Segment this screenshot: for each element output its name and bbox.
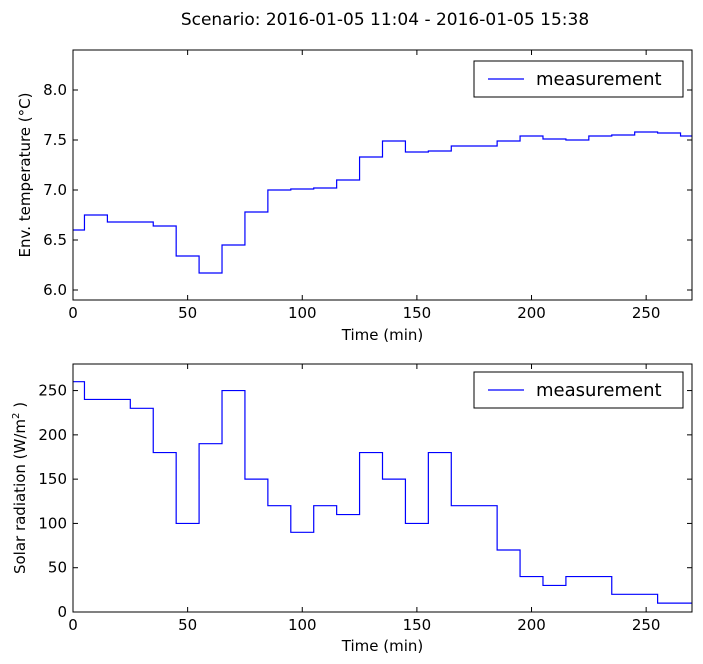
series-line-measurement [73, 381, 692, 604]
plot-frame [72, 49, 693, 301]
x-tick-label: 50 [178, 304, 197, 322]
y-tick-label: 8.0 [43, 81, 67, 99]
figure-title: Scenario: 2016-01-05 11:04 - 2016-01-05 … [181, 10, 589, 30]
y-axis-label-close: ) [16, 93, 34, 99]
x-tick-label: 200 [517, 616, 546, 634]
plot-frame [72, 363, 693, 613]
x-axis-label: Time (min) [341, 637, 423, 655]
solar-radiation-chart: 0 50 100 150 200 250 0 50 100 150 200 250 Time (min)… [11, 363, 693, 655]
x-tick-label: 0 [68, 616, 78, 634]
y-tick-label: 150 [38, 470, 67, 488]
x-axis-label: Time (min) [341, 326, 423, 344]
legend-label: measurement [536, 380, 662, 401]
y-tick-label: 100 [38, 514, 67, 532]
temperature-chart: 0 50 100 150 200 250 6.0 6.5 7.0 7.5 8.0 Time (min)… [16, 49, 693, 344]
y-tick-label: 250 [38, 382, 67, 400]
x-tick-label: 50 [178, 616, 197, 634]
y-tick-label: 6.0 [43, 281, 67, 299]
x-tick-label: 150 [403, 616, 432, 634]
y-tick-label: 200 [38, 426, 67, 444]
y-axis-label-close: ) [11, 402, 29, 413]
x-tick-label: 200 [517, 304, 546, 322]
x-tick-label: 250 [632, 304, 661, 322]
y-axis-label: Solar radiation (W/m2 ) [11, 402, 29, 574]
y-axis-label-text: Env. temperature ( [16, 116, 34, 257]
legend-label: measurement [536, 69, 662, 90]
y-tick-label: 50 [48, 559, 67, 577]
x-tick-label: 100 [288, 616, 317, 634]
x-tick-label: 0 [68, 304, 78, 322]
y-axis-label-unit: W/m [11, 419, 29, 454]
series-line-measurement [73, 131, 692, 274]
y-tick-label: 6.5 [43, 231, 67, 249]
y-tick-label: 0 [57, 603, 67, 621]
y-axis-label-text: Solar radiation ( [11, 453, 29, 574]
y-axis-label: Env. temperature (°C) [16, 93, 34, 258]
y-axis-label-superscript: 2 [11, 413, 22, 419]
y-tick-label: 7.0 [43, 181, 67, 199]
y-axis-label-unit: °C [16, 98, 34, 116]
x-tick-label: 250 [632, 616, 661, 634]
y-tick-label: 7.5 [43, 131, 67, 149]
x-tick-label: 100 [288, 304, 317, 322]
x-tick-label: 150 [403, 304, 432, 322]
